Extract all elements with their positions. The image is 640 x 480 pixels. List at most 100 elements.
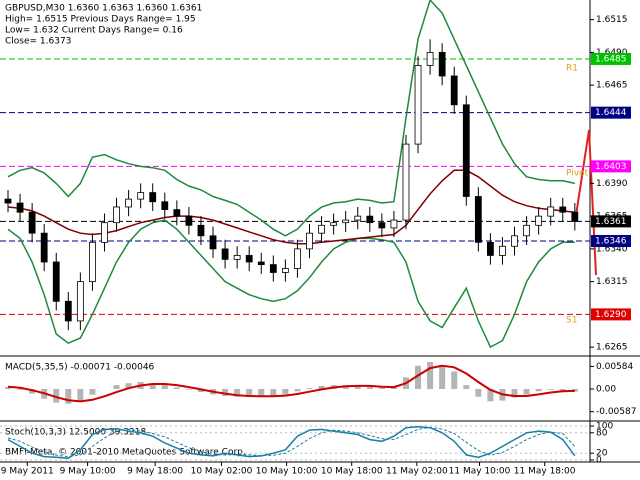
macd-bar (451, 371, 458, 389)
level-badge (591, 106, 631, 119)
pivot-label: Pivot (566, 169, 589, 179)
candle-body (4, 198, 12, 204)
level-label: 1.6290 (595, 310, 627, 320)
candle-body (28, 211, 36, 234)
candle-body (40, 232, 48, 263)
candle-body (245, 255, 253, 263)
candle-body (76, 281, 84, 322)
macd-bar (559, 389, 566, 391)
y-tick-label: 1.6390 (596, 179, 628, 189)
candle-body (173, 209, 181, 217)
x-tick-label: 10 May 18:00 (321, 467, 383, 477)
macd-bar (113, 385, 120, 389)
candle-body (306, 232, 313, 250)
copyright: BMFI-Meta, © 2001-2010 MetaQuotes Softwa… (5, 448, 246, 458)
candle-body (366, 215, 374, 224)
macd-bar (270, 389, 277, 396)
macd-bar (149, 383, 156, 389)
candle-body (450, 75, 458, 106)
y-tick-label: 20 (596, 449, 608, 459)
pivot-label: R1 (566, 64, 578, 74)
x-tick-label: 11 May 10:00 (449, 467, 511, 477)
macd-bar (5, 387, 11, 389)
candle-body (257, 261, 265, 266)
candle-body (571, 211, 579, 222)
y-tick-label: 1.6465 (596, 81, 628, 91)
candle-body (101, 222, 108, 243)
y-tick-label: 1.6490 (596, 48, 628, 58)
macd-title: MACD(5,35,5) -0.00071 -0.00046 (5, 363, 155, 373)
macd-bar (439, 365, 446, 389)
macd-bar (427, 361, 434, 389)
candle-body (499, 245, 506, 256)
macd-bar (197, 389, 204, 393)
info-line: High= 1.6515 Previous Days Range= 1.95 (5, 15, 196, 25)
macd-bar (463, 385, 470, 389)
macd-bar (185, 389, 192, 390)
candle-body (113, 206, 120, 224)
candle-body (559, 206, 567, 213)
candle-body (125, 198, 132, 208)
candle-body (137, 192, 145, 200)
chart-title: GBPUSD,M30 1.6360 1.6363 1.6360 1.6361 (5, 4, 202, 14)
candle-body (354, 215, 362, 221)
macd-bar (378, 387, 385, 389)
info-line: Low= 1.632 Current Days Range= 0.16 (5, 26, 183, 36)
x-tick-label: 10 May 10:00 (256, 467, 318, 477)
level-badge (591, 215, 631, 228)
candle-body (221, 248, 229, 260)
candle-body (378, 222, 386, 229)
level-label: 1.6361 (595, 217, 627, 227)
macd-bar (511, 389, 518, 398)
macd-bar (294, 389, 301, 392)
macd-bar (366, 386, 373, 389)
macd-bar (415, 365, 422, 389)
y-tick-label: 80 (596, 428, 608, 438)
y-tick-label: 1.6340 (596, 244, 628, 254)
candle-body (426, 51, 434, 66)
macd-bar (17, 389, 24, 390)
macd-bar (535, 389, 542, 392)
macd-bar (246, 389, 253, 397)
candle-body (511, 235, 518, 247)
macd-bar (161, 385, 168, 389)
candle-body (318, 224, 325, 234)
macd-bar (571, 389, 578, 392)
candle-body (185, 215, 193, 226)
level-badge (591, 52, 631, 65)
macd-bar (547, 389, 554, 390)
x-tick-label: 9 May 10:00 (60, 467, 116, 477)
macd-bar (258, 389, 265, 397)
info-line: Close= 1.6373 (5, 37, 71, 47)
candle-body (547, 206, 555, 217)
x-tick-label: 11 May 02:00 (386, 467, 448, 477)
macd-bar (77, 389, 84, 401)
x-tick-label: 11 May 18:00 (514, 467, 576, 477)
y-tick-label: 0.00584 (596, 362, 633, 372)
candle-body (16, 202, 24, 213)
indicator-line (7, 219, 575, 349)
candle-body (342, 219, 350, 224)
level-badge (591, 235, 631, 248)
y-tick-label: 1.6515 (596, 15, 628, 25)
x-tick-label: 9 May 18:00 (127, 467, 183, 477)
y-tick-label: 0.00 (596, 385, 616, 395)
candle-body (438, 51, 446, 77)
macd-bar (354, 385, 361, 389)
level-label: 1.6485 (595, 54, 627, 64)
macd-bar (306, 388, 313, 389)
candle-body (149, 192, 157, 203)
stoch-line (7, 425, 576, 460)
macd-bar (173, 387, 180, 389)
macd-bar (390, 387, 397, 389)
candle-body (390, 219, 398, 229)
candle-body (414, 65, 422, 145)
candle-body (269, 264, 277, 273)
y-tick-label: 1.6315 (596, 277, 628, 287)
macd-bar (222, 389, 229, 396)
candle-body (294, 248, 301, 269)
candle-body (402, 143, 410, 221)
candle-body (64, 300, 72, 322)
candle-body (209, 235, 217, 250)
macd-bar (475, 389, 482, 397)
